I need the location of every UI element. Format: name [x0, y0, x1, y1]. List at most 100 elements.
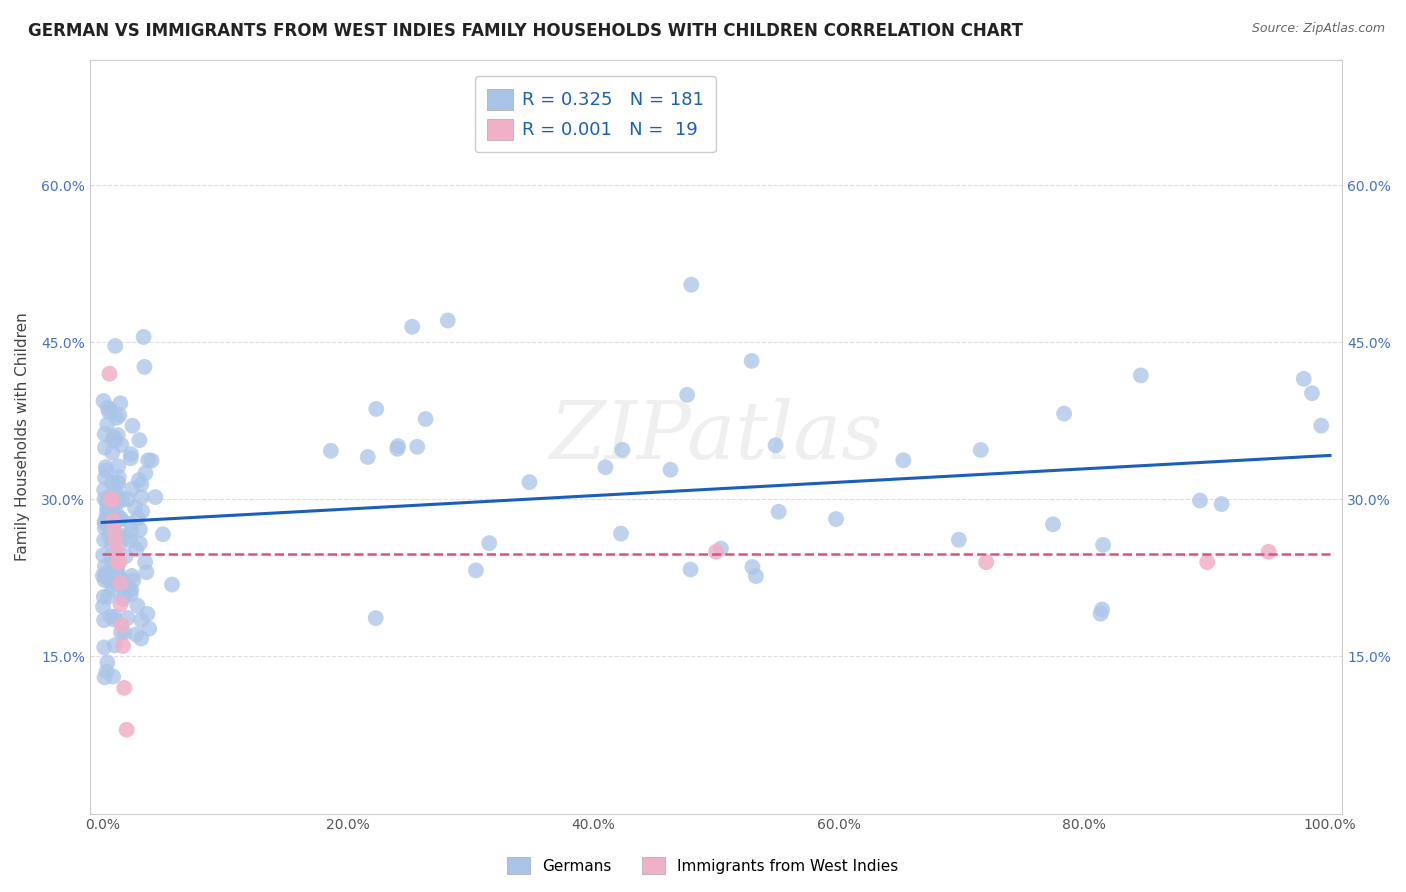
- Point: [415, 412, 437, 426]
- Point: [1129, 368, 1152, 383]
- Point: [110, 438, 132, 452]
- Point: [96, 513, 118, 527]
- Point: [118, 533, 141, 548]
- Point: [1197, 555, 1219, 569]
- Point: [96, 417, 118, 432]
- Point: [104, 534, 127, 549]
- Point: [101, 433, 124, 447]
- Point: [101, 526, 124, 541]
- Point: [93, 491, 115, 506]
- Point: [120, 451, 142, 466]
- Point: [96, 494, 118, 508]
- Point: [97, 405, 120, 419]
- Point: [105, 564, 128, 578]
- Point: [103, 430, 125, 444]
- Point: [108, 555, 131, 569]
- Point: [103, 533, 125, 547]
- Point: [131, 504, 153, 518]
- Y-axis label: Family Households with Children: Family Households with Children: [15, 312, 30, 561]
- Point: [679, 562, 702, 576]
- Point: [366, 401, 388, 416]
- Point: [120, 587, 142, 601]
- Point: [464, 563, 486, 577]
- Point: [120, 524, 142, 538]
- Point: [105, 549, 128, 563]
- Point: [127, 599, 149, 613]
- Point: [406, 440, 429, 454]
- Point: [319, 443, 342, 458]
- Point: [114, 589, 136, 603]
- Point: [676, 388, 699, 402]
- Point: [100, 574, 122, 589]
- Point: [741, 354, 763, 368]
- Point: [112, 592, 135, 607]
- Point: [97, 566, 120, 581]
- Point: [141, 453, 163, 467]
- Point: [704, 545, 727, 559]
- Point: [104, 339, 127, 353]
- Point: [610, 526, 633, 541]
- Point: [127, 511, 149, 525]
- Point: [1090, 607, 1112, 621]
- Point: [101, 505, 124, 519]
- Point: [91, 568, 114, 582]
- Point: [387, 439, 409, 453]
- Point: [825, 512, 848, 526]
- Point: [111, 493, 134, 508]
- Point: [132, 330, 155, 344]
- Point: [129, 613, 152, 627]
- Point: [131, 490, 153, 504]
- Point: [98, 518, 121, 533]
- Point: [128, 433, 150, 447]
- Point: [98, 525, 121, 540]
- Point: [98, 497, 121, 511]
- Point: [98, 530, 121, 544]
- Point: [121, 418, 143, 433]
- Point: [105, 410, 128, 425]
- Point: [96, 496, 118, 510]
- Point: [96, 463, 118, 477]
- Point: [1301, 386, 1323, 401]
- Point: [124, 500, 146, 515]
- Point: [93, 670, 115, 684]
- Point: [93, 533, 115, 547]
- Point: [91, 599, 114, 614]
- Point: [107, 470, 129, 484]
- Point: [519, 475, 541, 489]
- Point: [105, 475, 128, 490]
- Point: [1211, 497, 1233, 511]
- Point: [134, 555, 156, 569]
- Point: [143, 490, 166, 504]
- Point: [101, 492, 124, 507]
- Point: [96, 511, 118, 525]
- Point: [138, 622, 160, 636]
- Point: [111, 639, 134, 653]
- Point: [114, 531, 136, 545]
- Point: [94, 441, 117, 455]
- Point: [105, 545, 128, 559]
- Point: [97, 500, 120, 514]
- Point: [112, 681, 135, 695]
- Point: [612, 442, 634, 457]
- Point: [94, 573, 117, 587]
- Point: [105, 487, 128, 501]
- Point: [765, 438, 787, 452]
- Point: [974, 555, 997, 569]
- Point: [101, 446, 124, 460]
- Point: [93, 394, 115, 409]
- Point: [110, 576, 132, 591]
- Text: ZIPatlas: ZIPatlas: [550, 398, 883, 475]
- Point: [387, 442, 409, 456]
- Point: [100, 549, 122, 563]
- Point: [107, 564, 129, 578]
- Point: [108, 491, 131, 505]
- Point: [108, 536, 131, 550]
- Legend: R = 0.325   N = 181, R = 0.001   N =  19: R = 0.325 N = 181, R = 0.001 N = 19: [475, 76, 716, 153]
- Point: [94, 566, 117, 581]
- Point: [107, 428, 129, 442]
- Point: [107, 555, 129, 569]
- Point: [122, 573, 145, 587]
- Point: [125, 627, 148, 641]
- Point: [100, 537, 122, 551]
- Point: [100, 572, 122, 586]
